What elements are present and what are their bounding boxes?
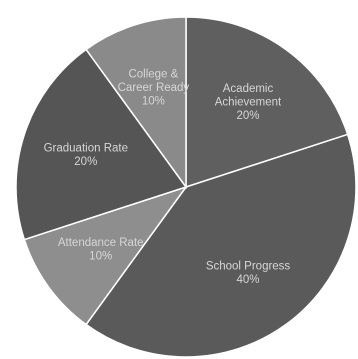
slice-name-label: Graduation Rate bbox=[44, 143, 128, 155]
slice-label-academic-achievement: Academic Achievement 20% bbox=[215, 83, 282, 122]
slice-attendance-rate bbox=[23, 185, 188, 326]
slice-name-label: Academic bbox=[223, 83, 274, 95]
slice-graduation-rate bbox=[15, 48, 188, 241]
pie-labels: Academic Achievement 20%School Progress 40%… bbox=[44, 68, 291, 286]
slice-value-label: 10% bbox=[89, 251, 112, 263]
slice-value-label: 20% bbox=[236, 110, 259, 122]
slice-label-school-progress: School Progress 40% bbox=[206, 261, 291, 287]
slice-school-progress bbox=[85, 133, 357, 358]
slice-name-label: School Progress bbox=[206, 261, 291, 273]
slice-value-label: 40% bbox=[236, 274, 259, 286]
slice-name-label: Achievement bbox=[215, 97, 282, 109]
slice-name-label: Attendance Rate bbox=[58, 237, 144, 249]
slice-label-college-and-career-ready: College & Career Ready 10% bbox=[118, 68, 190, 107]
slice-name-label: College & bbox=[128, 68, 178, 80]
slice-college-and-career-ready bbox=[85, 16, 187, 190]
slice-academic-achievement bbox=[185, 16, 349, 189]
slice-name-label: Career Ready bbox=[118, 82, 190, 94]
slice-label-attendance-rate: Attendance Rate 10% bbox=[58, 237, 144, 263]
slice-value-label: 10% bbox=[142, 95, 165, 107]
pie-slices bbox=[15, 16, 357, 358]
slice-label-graduation-rate: Graduation Rate 20% bbox=[44, 143, 128, 169]
slice-value-label: 20% bbox=[74, 156, 97, 168]
